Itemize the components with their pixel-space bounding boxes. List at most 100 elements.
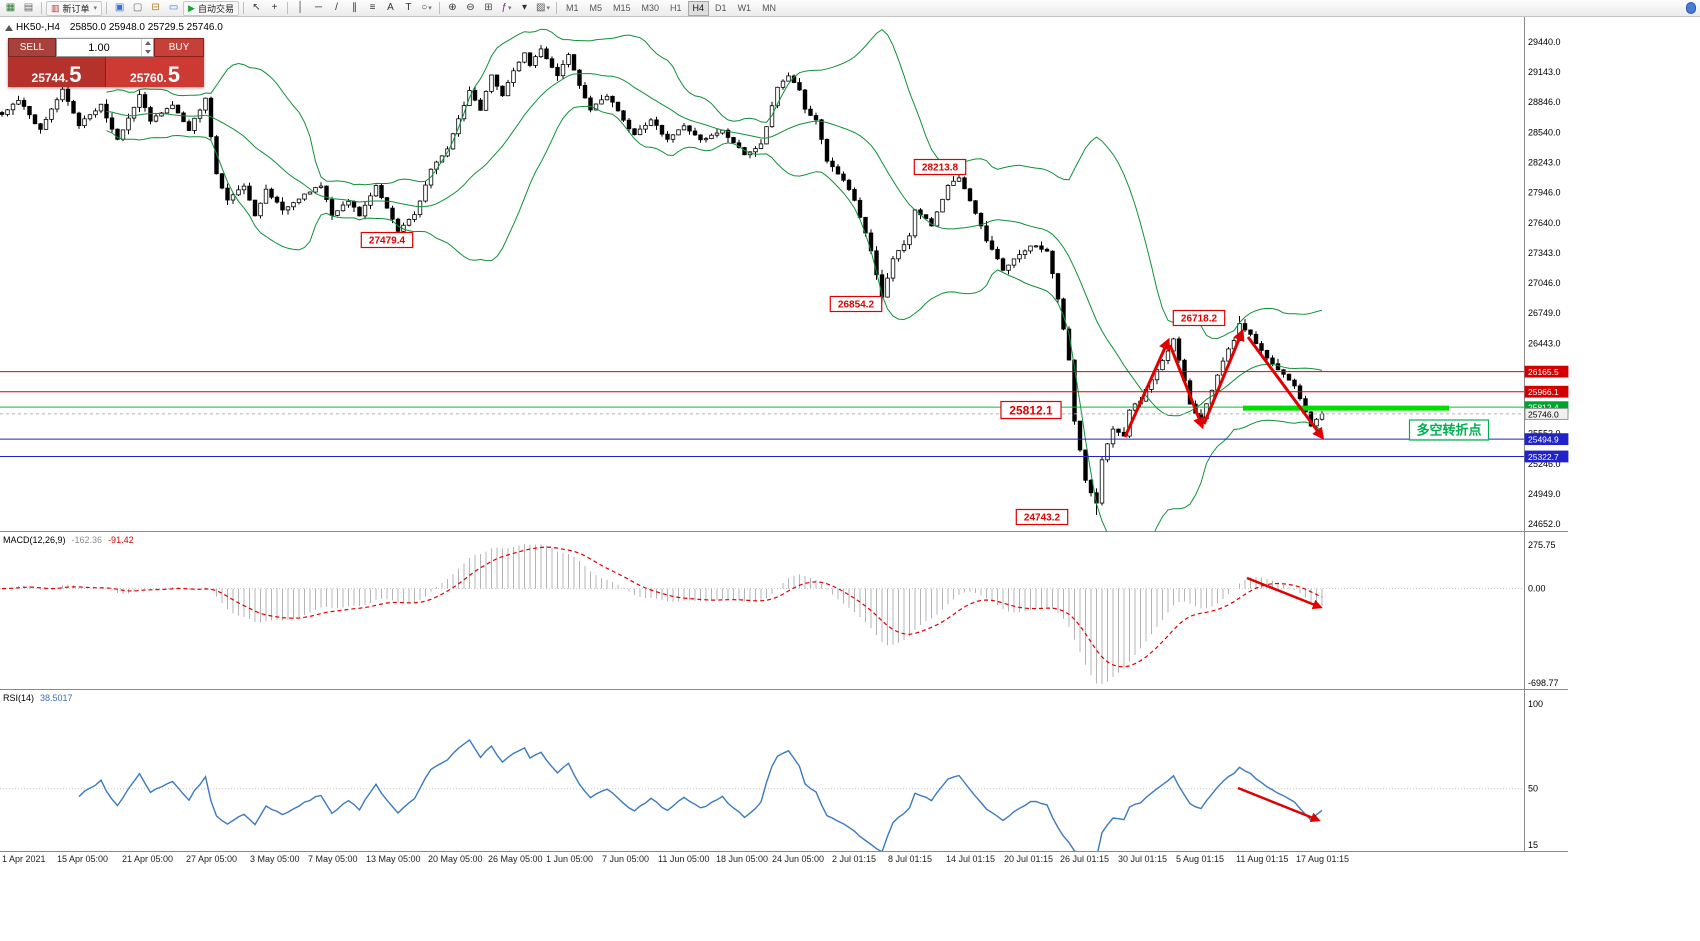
volume-stepper[interactable] [56, 38, 154, 57]
indicators-icon-glyph: ƒ [501, 2, 507, 13]
candle [1281, 368, 1286, 378]
price-annotation-box[interactable] [1000, 400, 1062, 420]
candle [285, 205, 291, 215]
trendline-icon[interactable]: / [328, 1, 345, 16]
price-annotation-label[interactable]: 26854.2 [838, 300, 875, 311]
buy-price-button[interactable]: 25760. 5 [106, 57, 204, 87]
price-annotation-box[interactable] [829, 295, 883, 313]
turning-point-note-box[interactable] [1408, 419, 1490, 441]
tile-windows-icon[interactable]: ⊞ [480, 1, 497, 16]
candle [1083, 449, 1088, 483]
price-tag-label: 25966.1 [1528, 387, 1559, 397]
timeframe-h1[interactable]: H1 [670, 3, 682, 13]
volume-down-icon[interactable] [142, 48, 153, 57]
crosshair-icon[interactable]: + [266, 1, 283, 16]
candle [725, 128, 731, 143]
trend-arrow-main[interactable] [1246, 336, 1325, 440]
vertical-line-icon[interactable]: │ [292, 1, 309, 16]
candle [43, 116, 49, 131]
sell-price-button[interactable]: 25744. 5 [8, 57, 106, 87]
text-icon[interactable]: A [382, 1, 399, 16]
trend-arrow-rsi[interactable] [1237, 786, 1321, 823]
data-window-icon[interactable]: ▢ [129, 1, 146, 16]
templates-icon[interactable]: ▨ ▾ [534, 1, 552, 16]
timeframe-d1[interactable]: D1 [715, 3, 727, 13]
candle [802, 88, 808, 114]
cursor-icon[interactable]: ↖ [248, 1, 265, 16]
autotrade-button[interactable]: ▶ 自动交易 [183, 0, 239, 16]
candle [467, 86, 472, 107]
candle [1292, 378, 1297, 389]
timeframe-h4[interactable]: H4 [687, 0, 710, 16]
price-annotation-label[interactable]: 24743.2 [1024, 513, 1061, 524]
toolbar: ▦ ▤ ▥ 新订单 ▾ ▣ ▢ ⊟ ▭ ▶ 自动交易 ↖ + │ ─ / ∥ ≡ A T ○ ▾ ⊕ ⊖ ⊞ ƒ ▾ ▾ ▨ ▾ M1 M5 M… [0, 0, 1700, 17]
sell-button[interactable]: SELL [8, 38, 56, 57]
timeframe-m5[interactable]: M5 [589, 3, 602, 13]
price-annotation-box[interactable] [1172, 309, 1226, 327]
buy-price-pips: 5 [167, 62, 180, 88]
scrollbar-thumb[interactable] [1686, 2, 1696, 14]
zoom-in-icon[interactable]: ⊕ [444, 1, 461, 16]
label-icon[interactable]: T [400, 1, 417, 16]
price-tag [1524, 450, 1569, 463]
candle [291, 201, 296, 211]
timeframe-mn[interactable]: MN [762, 3, 777, 13]
terminal-icon[interactable]: ▭ [165, 1, 182, 16]
indicators-icon[interactable]: ƒ ▾ [498, 1, 515, 16]
one-click-trading-panel: SELL BUY 25744. 5 25760. 5 [8, 38, 204, 87]
one-click-panel-toggle-icon[interactable] [5, 25, 13, 31]
price-tick-label: 27046.0 [1528, 278, 1561, 288]
trend-arrow-macd[interactable] [1246, 576, 1323, 610]
zoom-out-icon-glyph: ⊖ [466, 2, 475, 13]
rsi-value: 38.5017 [40, 693, 73, 703]
trend-arrow-main[interactable] [1168, 344, 1205, 430]
candle [1176, 336, 1182, 364]
turning-point-note-label[interactable]: 多空转折点 [1416, 423, 1481, 438]
new-chart-icon-glyph: ▦ [5, 2, 16, 13]
candle [16, 95, 21, 105]
timeframe-m30[interactable]: M30 [641, 3, 660, 13]
candle [181, 111, 186, 123]
candle [401, 222, 406, 233]
periods-icon[interactable]: ▾ [516, 1, 533, 16]
candle [1044, 247, 1050, 252]
price-annotation-label[interactable]: 25812.1 [1009, 403, 1053, 417]
price-annotation-label[interactable]: 28213.8 [922, 163, 959, 174]
candle [219, 173, 225, 190]
candle [27, 105, 32, 119]
zoom-in-icon-glyph: ⊕ [448, 2, 457, 13]
market-watch-icon[interactable]: ▣ [111, 1, 128, 16]
new-chart-icon[interactable]: ▦ [2, 1, 19, 16]
shapes-icon[interactable]: ○ ▾ [418, 1, 435, 16]
candle [962, 176, 967, 190]
price-annotation-label[interactable]: 26718.2 [1181, 314, 1218, 325]
channel-icon[interactable]: ∥ [346, 1, 363, 16]
fibonacci-icon[interactable]: ≡ [364, 1, 381, 16]
timeframe-m1[interactable]: M1 [565, 3, 579, 13]
timeframe-w1[interactable]: W1 [737, 3, 752, 13]
volume-up-icon[interactable] [142, 39, 153, 48]
profiles-icon[interactable]: ▤ [20, 1, 37, 16]
navigator-icon[interactable]: ⊟ [147, 1, 164, 16]
price-annotation-label[interactable]: 27479.4 [369, 236, 406, 247]
price-annotation-box[interactable] [360, 231, 414, 249]
timeframe-m15[interactable]: M15 [612, 3, 631, 13]
trend-arrow-main[interactable] [1123, 337, 1171, 438]
candle [846, 178, 852, 192]
candle [511, 67, 516, 87]
candle [489, 74, 494, 94]
buy-button[interactable]: BUY [154, 38, 204, 57]
text-icon-glyph: A [387, 2, 394, 13]
zoom-out-icon[interactable]: ⊖ [462, 1, 479, 16]
candle [1165, 348, 1171, 365]
trend-arrow-main[interactable] [1202, 328, 1245, 425]
candle [1242, 319, 1248, 333]
price-annotation-box[interactable] [913, 158, 967, 176]
new-order-button[interactable]: ▥ 新订单 ▾ [46, 0, 103, 16]
volume-input[interactable] [57, 41, 141, 54]
horizontal-line-icon[interactable]: ─ [310, 1, 327, 16]
candle [940, 198, 945, 213]
candle [835, 164, 841, 175]
price-annotation-box[interactable] [1015, 508, 1069, 526]
